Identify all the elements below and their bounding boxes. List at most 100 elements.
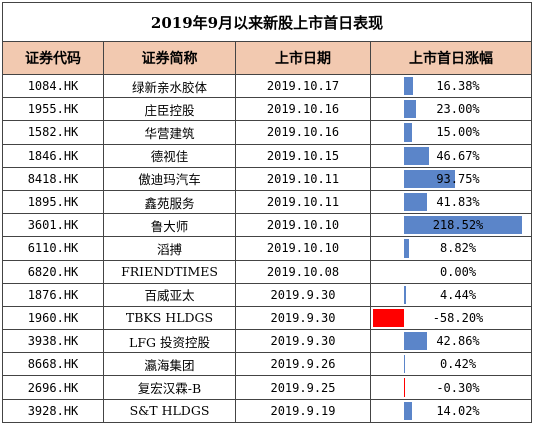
change-percent: 8.82%: [439, 241, 477, 256]
cell-name: 瀛海集团: [103, 352, 236, 377]
cell-name: LFG 投资控股: [103, 329, 236, 354]
change-percent: 218.52%: [432, 218, 484, 233]
table-row: 1876.HK 百威亚太 2019.9.30 4.44%: [2, 282, 532, 307]
header-name: 证券简称: [103, 41, 236, 75]
change-percent: 0.42%: [439, 357, 477, 372]
change-percent: 15.00%: [436, 125, 480, 140]
table-row: 2696.HK 复宏汉霖-B 2019.9.25 -0.30%: [2, 375, 532, 400]
title-row: 2019年9月以来新股上市首日表现: [2, 2, 532, 42]
change-percent: 0.00%: [439, 264, 477, 279]
data-bar-area: [372, 169, 531, 188]
data-bar-positive: [404, 239, 409, 258]
data-bar-positive: [404, 192, 427, 212]
data-bar-positive: [404, 77, 413, 96]
cell-code: 1582.HK: [2, 120, 104, 145]
cell-date: 2019.9.30: [235, 305, 371, 331]
change-percent: -58.20%: [432, 310, 484, 325]
table-title: 2019年9月以来新股上市首日表现: [2, 2, 532, 42]
cell-code: 1846.HK: [2, 143, 104, 168]
table-row: 1955.HK 庄臣控股 2019.10.16 23.00%: [2, 97, 532, 122]
cell-name: 百威亚太: [103, 282, 236, 307]
data-bar-positive: [404, 332, 428, 351]
cell-date: 2019.9.30: [235, 329, 371, 354]
cell-name: 复宏汉霖-B: [103, 375, 236, 400]
cell-name: TBKS HLDGS: [103, 305, 236, 331]
table-row: 3928.HK S&T HLDGS 2019.9.19 14.02%: [2, 398, 532, 423]
cell-date: 2019.10.11: [235, 166, 371, 191]
cell-code: 2696.HK: [2, 375, 104, 400]
cell-code: 1876.HK: [2, 282, 104, 307]
cell-name: 华营建筑: [103, 120, 236, 145]
data-bar-area: [372, 239, 531, 258]
data-bar-positive: [404, 401, 412, 420]
data-bar-area: [372, 401, 531, 420]
table-row: 3938.HK LFG 投资控股 2019.9.30 42.86%: [2, 329, 532, 354]
change-percent: 14.02%: [436, 403, 480, 418]
change-percent: 23.00%: [436, 102, 480, 117]
table-row: 6110.HK 滔搏 2019.10.10 8.82%: [2, 236, 532, 261]
cell-change: -0.30%: [370, 375, 532, 400]
table-row: 1895.HK 鑫苑服务 2019.10.11 41.83%: [2, 189, 532, 215]
data-bar-area: [372, 332, 531, 351]
cell-name: FRIENDTIMES: [103, 259, 236, 284]
change-percent: 16.38%: [436, 79, 480, 94]
data-bar-area: [372, 123, 531, 142]
cell-name: 庄臣控股: [103, 97, 236, 122]
table-row: 1084.HK 绿新亲水胶体 2019.10.17 16.38%: [2, 73, 532, 99]
cell-date: 2019.10.08: [235, 259, 371, 284]
ipo-table-sheet: 2019年9月以来新股上市首日表现 证券代码 证券简称 上市日期 上市首日涨幅 …: [2, 2, 532, 423]
data-bar-positive: [404, 100, 417, 119]
cell-name: 鑫苑服务: [103, 189, 236, 215]
change-percent: 93.75%: [436, 171, 480, 186]
cell-date: 2019.10.17: [235, 73, 371, 99]
cell-code: 6820.HK: [2, 259, 104, 284]
data-bar-area: [372, 285, 531, 304]
cell-date: 2019.10.15: [235, 143, 371, 168]
cell-change: 41.83%: [370, 189, 532, 215]
cell-date: 2019.9.30: [235, 282, 371, 307]
change-percent: 42.86%: [436, 334, 480, 349]
table-row: 1846.HK 德视佳 2019.10.15 46.67%: [2, 143, 532, 168]
table-row: 1582.HK 华营建筑 2019.10.16 15.00%: [2, 120, 532, 145]
change-percent: 4.44%: [439, 287, 477, 302]
data-bar-area: [372, 355, 531, 374]
cell-code: 3938.HK: [2, 329, 104, 354]
cell-code: 1955.HK: [2, 97, 104, 122]
header-date: 上市日期: [235, 41, 371, 75]
cell-name: 傲迪玛汽车: [103, 166, 236, 191]
data-bar-positive: [404, 285, 407, 304]
table-row: 8418.HK 傲迪玛汽车 2019.10.11 93.75%: [2, 166, 532, 191]
cell-code: 6110.HK: [2, 236, 104, 261]
table-row: 6820.HK FRIENDTIMES 2019.10.08 0.00%: [2, 259, 532, 284]
cell-date: 2019.9.19: [235, 398, 371, 423]
cell-change: 16.38%: [370, 73, 532, 99]
cell-date: 2019.10.10: [235, 236, 371, 261]
cell-change: 23.00%: [370, 97, 532, 122]
data-bar-area: [372, 77, 531, 96]
cell-code: 8668.HK: [2, 352, 104, 377]
data-bar-area: [372, 216, 531, 235]
cell-name: 鲁大师: [103, 213, 236, 238]
data-bar-area: [372, 146, 531, 165]
data-bar-negative: [372, 308, 404, 328]
cell-change: 0.00%: [370, 259, 532, 284]
table-row: 3601.HK 鲁大师 2019.10.10 218.52%: [2, 213, 532, 238]
cell-change: 4.44%: [370, 282, 532, 307]
table-body: 2019年9月以来新股上市首日表现 证券代码 证券简称 上市日期 上市首日涨幅 …: [2, 2, 532, 423]
cell-change: 93.75%: [370, 166, 532, 191]
header-row: 证券代码 证券简称 上市日期 上市首日涨幅: [2, 41, 532, 75]
data-bar-positive: [404, 123, 413, 142]
data-bar-positive: [404, 216, 522, 235]
cell-change: 8.82%: [370, 236, 532, 261]
cell-change: 0.42%: [370, 352, 532, 377]
data-bar-positive: [404, 169, 455, 188]
data-bar-positive: [404, 146, 430, 165]
ipo-performance-table: 2019年9月以来新股上市首日表现 证券代码 证券简称 上市日期 上市首日涨幅 …: [2, 2, 532, 423]
cell-code: 3928.HK: [2, 398, 104, 423]
data-bar-area: [372, 100, 531, 119]
data-bar-area: [372, 192, 531, 212]
data-bar-positive: [404, 355, 405, 374]
cell-code: 1960.HK: [2, 305, 104, 331]
cell-date: 2019.9.26: [235, 352, 371, 377]
cell-change: -58.20%: [370, 305, 532, 331]
